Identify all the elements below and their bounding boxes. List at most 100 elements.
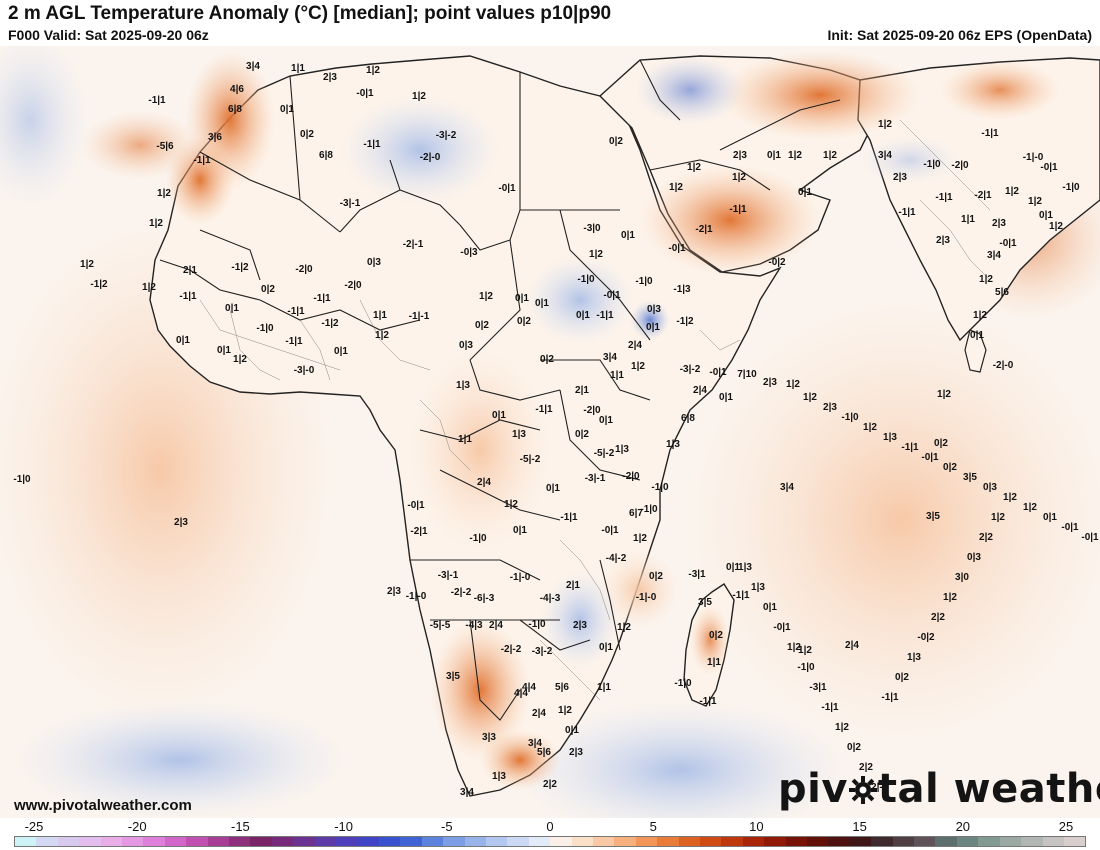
point-value-label: -5|-2 (594, 448, 615, 459)
point-value-label: 1|2 (558, 705, 572, 716)
point-value-label: 1|1 (458, 434, 472, 445)
point-value-label: 0|2 (517, 316, 531, 327)
point-value-label: -1|1 (901, 442, 919, 453)
point-value-label: 1|2 (589, 249, 603, 260)
point-value-label: 1|3 (492, 771, 506, 782)
point-value-label: 1|2 (787, 642, 801, 653)
point-value-label: -3|-0 (294, 365, 315, 376)
point-value-label: 1|3 (883, 432, 897, 443)
point-value-label: -1|-0 (406, 591, 427, 602)
point-value-label: -0|1 (773, 622, 791, 633)
point-value-label: 1|2 (631, 361, 645, 372)
point-value-label: 2|3 (992, 218, 1006, 229)
point-value-label: 0|1 (970, 330, 984, 341)
point-value-label: 2|2 (931, 612, 945, 623)
point-value-label: 6|7 (629, 508, 643, 519)
colorbar-cell (657, 837, 679, 846)
point-value-label: 0|1 (515, 293, 529, 304)
point-value-label: 0|1 (225, 303, 239, 314)
point-value-label: -1|1 (287, 306, 305, 317)
point-value-label: -2|-0 (420, 152, 441, 163)
point-value-label: 0|1 (798, 187, 812, 198)
colorbar-cell (614, 837, 636, 846)
point-value-label: -1|2 (90, 279, 108, 290)
point-value-label: 2|4 (628, 340, 642, 351)
point-value-label: -1|1 (596, 310, 614, 321)
point-value-label: 0|1 (599, 415, 613, 426)
website-url[interactable]: www.pivotalweather.com (14, 797, 192, 814)
point-value-label: 0|1 (280, 104, 294, 115)
point-value-label: 0|2 (943, 462, 957, 473)
colorbar-cells (14, 836, 1086, 847)
anomaly-map[interactable]: 3|4 1|12|31|2-1|14|6 -0|16|81|20|1-3|-2-1|… (0, 46, 1100, 818)
point-value-label: 2|4 (693, 385, 707, 396)
point-value-label: 2|3 (733, 150, 747, 161)
point-value-label: 1|2 (80, 259, 94, 270)
colorbar-cell (485, 837, 508, 846)
point-value-label: 2|3 (569, 747, 583, 758)
colorbar-cell (421, 837, 444, 846)
point-value-label: 1|2 (823, 150, 837, 161)
point-value-label: 1|1 (291, 63, 305, 74)
colorbar-tick-label: -5 (441, 819, 453, 834)
point-value-label: 0|2 (934, 438, 948, 449)
point-value-label: -0|1 (356, 88, 374, 99)
point-value-label: -6|-3 (474, 593, 495, 604)
colorbar-cell (271, 837, 294, 846)
colorbar-tick-label: 20 (955, 819, 971, 834)
point-value-label: 2|2 (543, 779, 557, 790)
point-value-label: 5|6 (995, 287, 1009, 298)
point-value-label: 2|4 (532, 708, 546, 719)
point-value-label: 1|3 (751, 582, 765, 593)
point-value-label: -2|-2 (451, 587, 472, 598)
point-value-label: 0|1 (176, 335, 190, 346)
point-value-label: -1|1 (535, 404, 553, 415)
point-value-label: -2|1 (695, 224, 713, 235)
point-value-label: -1|1 (148, 95, 166, 106)
point-value-label: 0|2 (709, 630, 723, 641)
southern-ocean-cool (510, 700, 850, 818)
point-value-label: 1|3 (666, 439, 680, 450)
point-value-label: 0|1 (334, 346, 348, 357)
point-value-label: 0|2 (649, 571, 663, 582)
point-value-label: 0|2 (540, 354, 554, 365)
colorbar-cell (164, 837, 187, 846)
point-value-label: -2|0 (622, 471, 640, 482)
map-panel[interactable]: 3|4 1|1 2|3 1|2 -1|1 4|6 -0|1 6|8 1|2 0|1 -3|-2 -1|… (0, 46, 1100, 818)
point-value-label: 3|4 (780, 482, 794, 493)
point-value-label: -2|1 (410, 526, 428, 537)
point-value-label: -3|0 (583, 223, 601, 234)
colorbar-cell (36, 837, 58, 846)
point-value-label: 1|2 (943, 592, 957, 603)
point-value-label: -1|0 (674, 678, 692, 689)
init-time: Init: Sat 2025-09-20 06z EPS (OpenData) (827, 27, 1092, 43)
point-value-label: 1|2 (687, 162, 701, 173)
point-value-label: -1|2 (231, 262, 249, 273)
point-value-label: -1|1 (981, 128, 999, 139)
point-value-label: -1|0 (256, 323, 274, 334)
point-value-label: -1|1 (935, 192, 953, 203)
point-value-label: -3|-1 (340, 198, 361, 209)
point-value-label: -0|1 (603, 290, 621, 301)
colorbar-tick-label: -25 (24, 819, 44, 834)
colorbar-cell (207, 837, 230, 846)
point-value-label: 2|3 (174, 517, 188, 528)
colorbar-tick-label: 10 (749, 819, 764, 834)
valid-time: F000 Valid: Sat 2025-09-20 06z (8, 27, 209, 43)
point-value-label: -4|-3 (540, 593, 561, 604)
point-value-label: 6|8 (228, 104, 242, 115)
point-value-label: 5|6 (555, 682, 569, 693)
point-value-label: 1|2 (157, 188, 171, 199)
point-value-label: 1|2 (233, 354, 247, 365)
point-value-label: 3|5 (446, 671, 460, 682)
point-value-label: 4|4 (514, 688, 528, 699)
colorbar-cell (314, 837, 337, 846)
colorbar-cell (1063, 837, 1086, 846)
point-value-label: -3|-1 (585, 473, 606, 484)
point-value-label: 3|5 (963, 472, 977, 483)
land-anomaly-fields (165, 50, 1060, 790)
point-value-label: -3|-1 (438, 570, 459, 581)
point-value-label: 1|2 (1023, 502, 1037, 513)
point-value-label: 1|1 (373, 310, 387, 321)
point-value-label: 2|3 (387, 586, 401, 597)
